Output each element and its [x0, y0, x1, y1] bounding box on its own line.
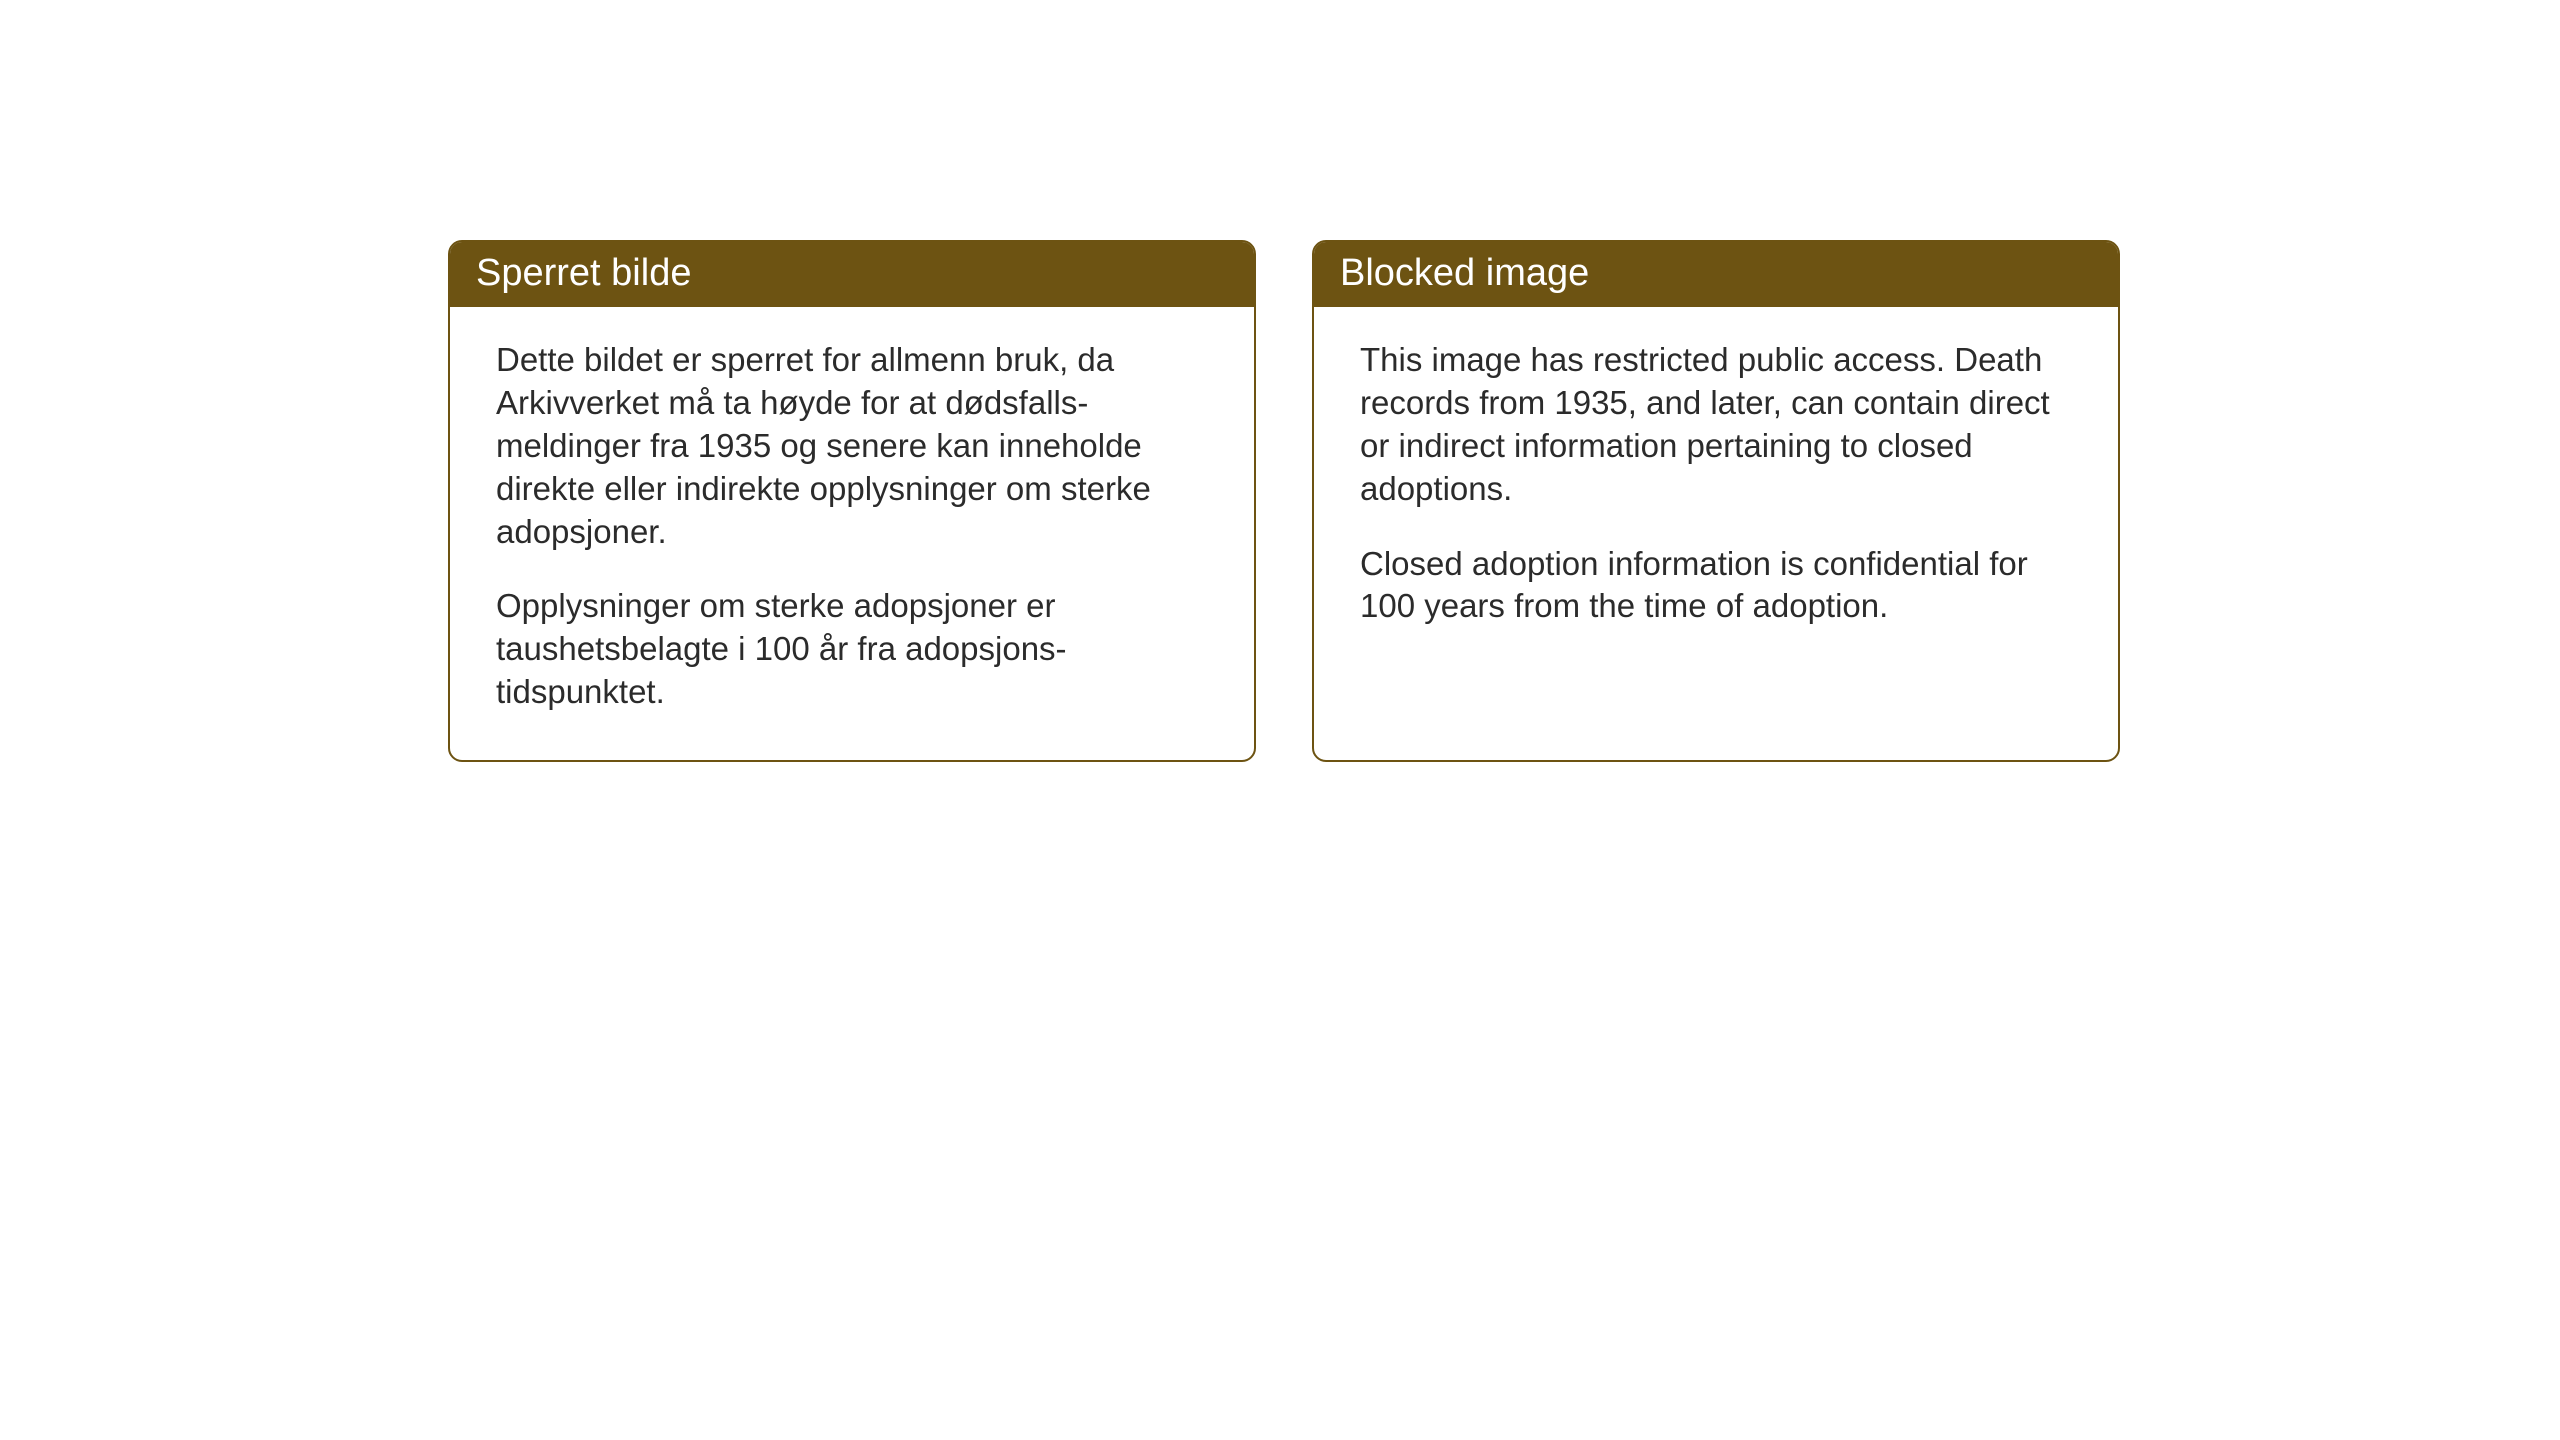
card-title-english: Blocked image: [1340, 252, 1589, 294]
notice-card-norwegian: Sperret bilde Dette bildet er sperret fo…: [448, 240, 1256, 762]
card-header-english: Blocked image: [1314, 242, 2118, 307]
notice-card-english: Blocked image This image has restricted …: [1312, 240, 2120, 762]
card-title-norwegian: Sperret bilde: [476, 252, 691, 294]
card-paragraph-1-english: This image has restricted public access.…: [1360, 339, 2072, 511]
card-paragraph-2-english: Closed adoption information is confident…: [1360, 543, 2072, 629]
card-paragraph-1-norwegian: Dette bildet er sperret for allmenn bruk…: [496, 339, 1208, 553]
card-paragraph-2-norwegian: Opplysninger om sterke adopsjoner er tau…: [496, 585, 1208, 714]
card-body-english: This image has restricted public access.…: [1314, 307, 2118, 674]
notice-container: Sperret bilde Dette bildet er sperret fo…: [448, 240, 2120, 762]
card-body-norwegian: Dette bildet er sperret for allmenn bruk…: [450, 307, 1254, 760]
card-header-norwegian: Sperret bilde: [450, 242, 1254, 307]
